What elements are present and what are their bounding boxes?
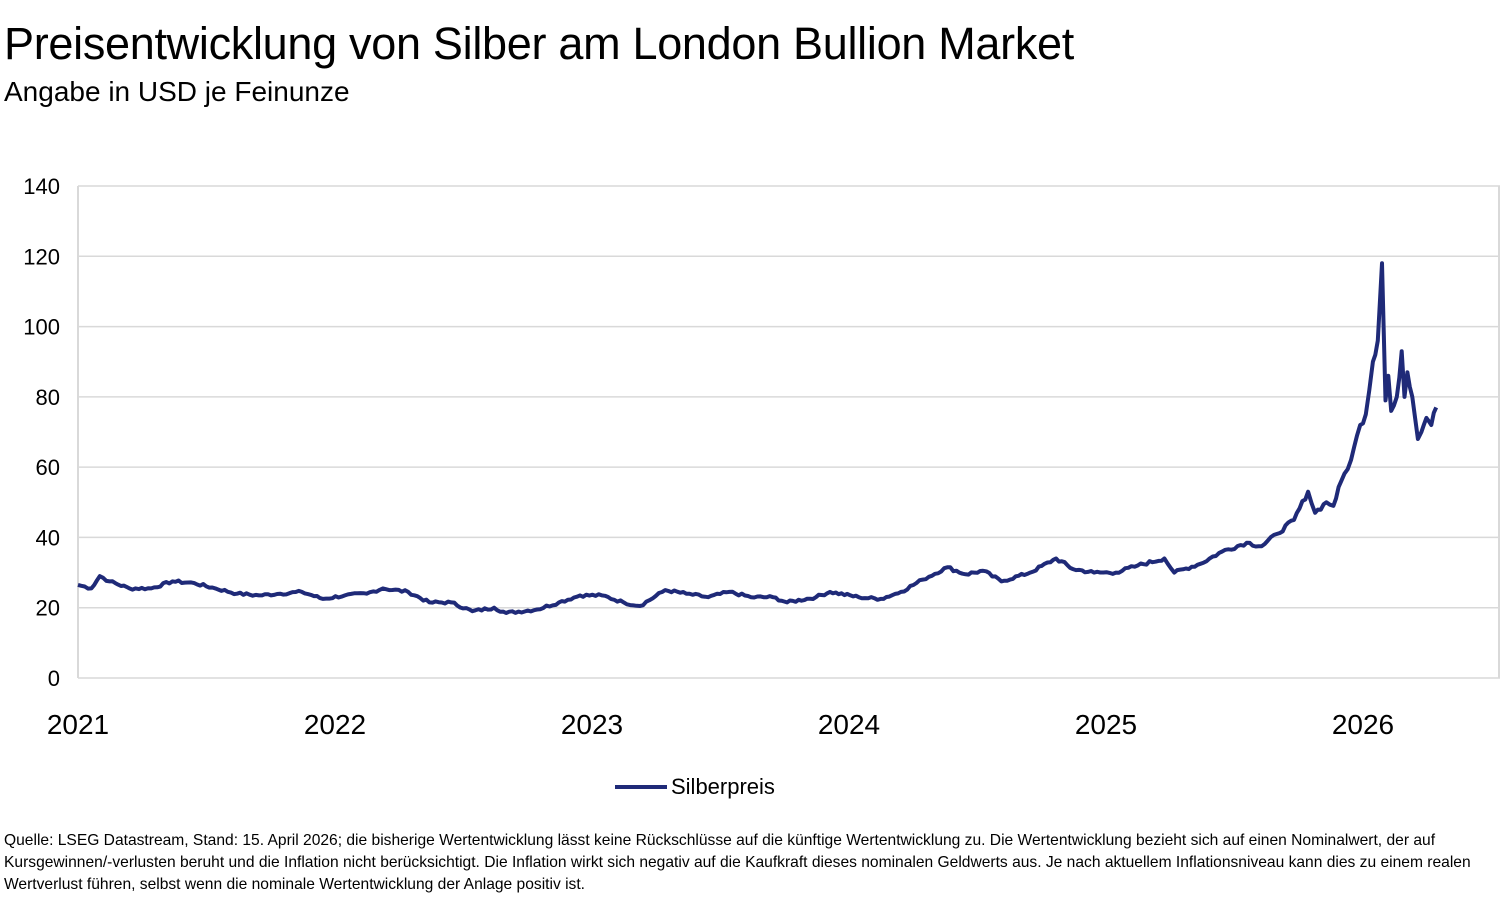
y-tick-label: 60 (36, 455, 60, 480)
x-tick-label: 2022 (304, 709, 366, 740)
source-footnote: Quelle: LSEG Datastream, Stand: 15. Apri… (4, 832, 1471, 893)
line-chart: 0 20 40 60 80 100 120 140 2021 2022 2023 2024 2025 20… (23, 174, 1500, 740)
y-tick-label: 80 (36, 385, 60, 410)
y-tick-label: 0 (48, 666, 60, 691)
x-tick-label: 2023 (561, 709, 623, 740)
y-tick-label: 120 (23, 244, 60, 269)
y-tick-label: 40 (36, 525, 60, 550)
legend-swatch (615, 785, 667, 789)
x-tick-label: 2024 (818, 709, 880, 740)
chart-subtitle: Angabe in USD je Feinunze (4, 76, 350, 107)
x-tick-label: 2025 (1075, 709, 1137, 740)
x-tick-label: 2021 (47, 709, 109, 740)
y-tick-label: 140 (23, 174, 60, 199)
chart-title: Preisentwicklung von Silber am London Bu… (4, 18, 1074, 69)
x-tick-label: 2026 (1332, 709, 1394, 740)
y-tick-label: 20 (36, 596, 60, 621)
legend-label: Silberpreis (671, 774, 775, 799)
legend: Silberpreis (615, 774, 775, 800)
y-tick-label: 100 (23, 315, 60, 340)
series-line-silberpreis (77, 261, 1439, 615)
